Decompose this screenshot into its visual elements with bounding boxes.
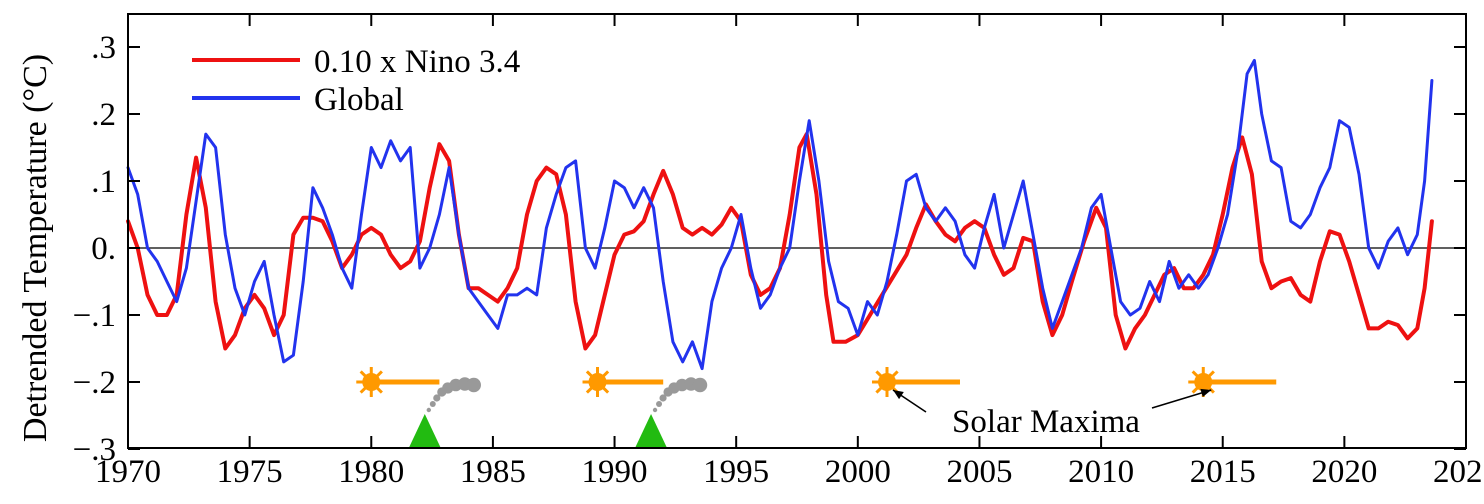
sun-icon xyxy=(1194,373,1213,391)
plot-frame xyxy=(127,13,1467,449)
x-tick-label: 2025 xyxy=(1433,454,1484,490)
x-tick-label: 1995 xyxy=(703,454,769,490)
solar-maxima-markers xyxy=(356,367,1277,397)
x-tick-label: 2005 xyxy=(946,454,1012,490)
sun-ray xyxy=(375,386,383,394)
x-tick-label: 1990 xyxy=(582,454,648,490)
sun-icon xyxy=(588,373,607,391)
x-tick-label: 2000 xyxy=(825,454,891,490)
y-tick-label: .2 xyxy=(91,97,116,133)
y-tick-label: .1 xyxy=(91,164,116,200)
x-tick-label: 2020 xyxy=(1311,454,1377,490)
sun-ray xyxy=(585,386,593,394)
sun-ray xyxy=(1207,386,1215,394)
volcano-icon xyxy=(408,414,441,448)
ash-puff xyxy=(429,401,436,407)
sun-ray xyxy=(1191,370,1199,378)
arrow-head xyxy=(1200,388,1212,398)
sun-ray xyxy=(875,386,883,394)
ash-puff xyxy=(656,401,663,407)
x-tick-label: 1980 xyxy=(338,454,404,490)
x-tick-label: 1985 xyxy=(460,454,526,490)
sun-ray xyxy=(359,370,367,378)
sun-ray xyxy=(359,386,367,394)
volcano-icon xyxy=(635,414,668,448)
sun-ray xyxy=(1191,386,1199,394)
series-line-global xyxy=(126,58,1434,371)
y-axis-title-group: Detrended Temperature (°C) xyxy=(17,54,54,442)
y-tick-label: −.3 xyxy=(73,432,116,468)
ash-puff xyxy=(659,394,667,402)
legend-label-nino: 0.10 x Nino 3.4 xyxy=(314,44,520,80)
sun-icon xyxy=(878,373,897,391)
sun-ray xyxy=(602,386,610,394)
x-tick-label: 2010 xyxy=(1068,454,1134,490)
sun-ray xyxy=(1207,370,1215,378)
legend-label-global: Global xyxy=(314,82,404,118)
y-tick-label: 0. xyxy=(91,231,116,267)
y-tick-label: −.2 xyxy=(73,365,116,401)
ash-puff xyxy=(433,394,441,402)
x-tick-label: 1970 xyxy=(95,454,161,490)
annotation-group: Solar Maxima xyxy=(892,388,1212,440)
solar-maxima-label: Solar Maxima xyxy=(952,404,1140,440)
volcano-markers xyxy=(408,377,708,448)
sun-ray xyxy=(585,370,593,378)
arrow-head xyxy=(893,390,904,400)
y-tick-label: .3 xyxy=(91,30,116,66)
ash-puff xyxy=(466,377,481,393)
ash-puff xyxy=(426,407,431,413)
x-tick-label: 2015 xyxy=(1190,454,1256,490)
ash-puff xyxy=(652,407,658,413)
y-tick-label: −.1 xyxy=(73,298,116,334)
series-lines xyxy=(126,58,1434,371)
sun-ray xyxy=(375,370,383,378)
x-tick-label: 1975 xyxy=(217,454,283,490)
annotation-arrow xyxy=(1151,389,1212,409)
sun-ray xyxy=(875,370,883,378)
y-axis-title: Detrended Temperature (°C) xyxy=(17,54,54,442)
sun-ray xyxy=(602,370,610,378)
ash-puff xyxy=(692,377,708,393)
axis-tick-labels: 1970 1975 1980 1985 1990 1995 2000 2005 2010 2015… xyxy=(73,30,1484,490)
sun-icon xyxy=(362,373,381,391)
sun-ray xyxy=(891,370,899,378)
legend: 0.10 x Nino 3.4 Global xyxy=(192,44,520,118)
